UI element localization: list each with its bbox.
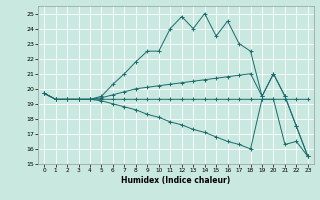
X-axis label: Humidex (Indice chaleur): Humidex (Indice chaleur) — [121, 176, 231, 185]
